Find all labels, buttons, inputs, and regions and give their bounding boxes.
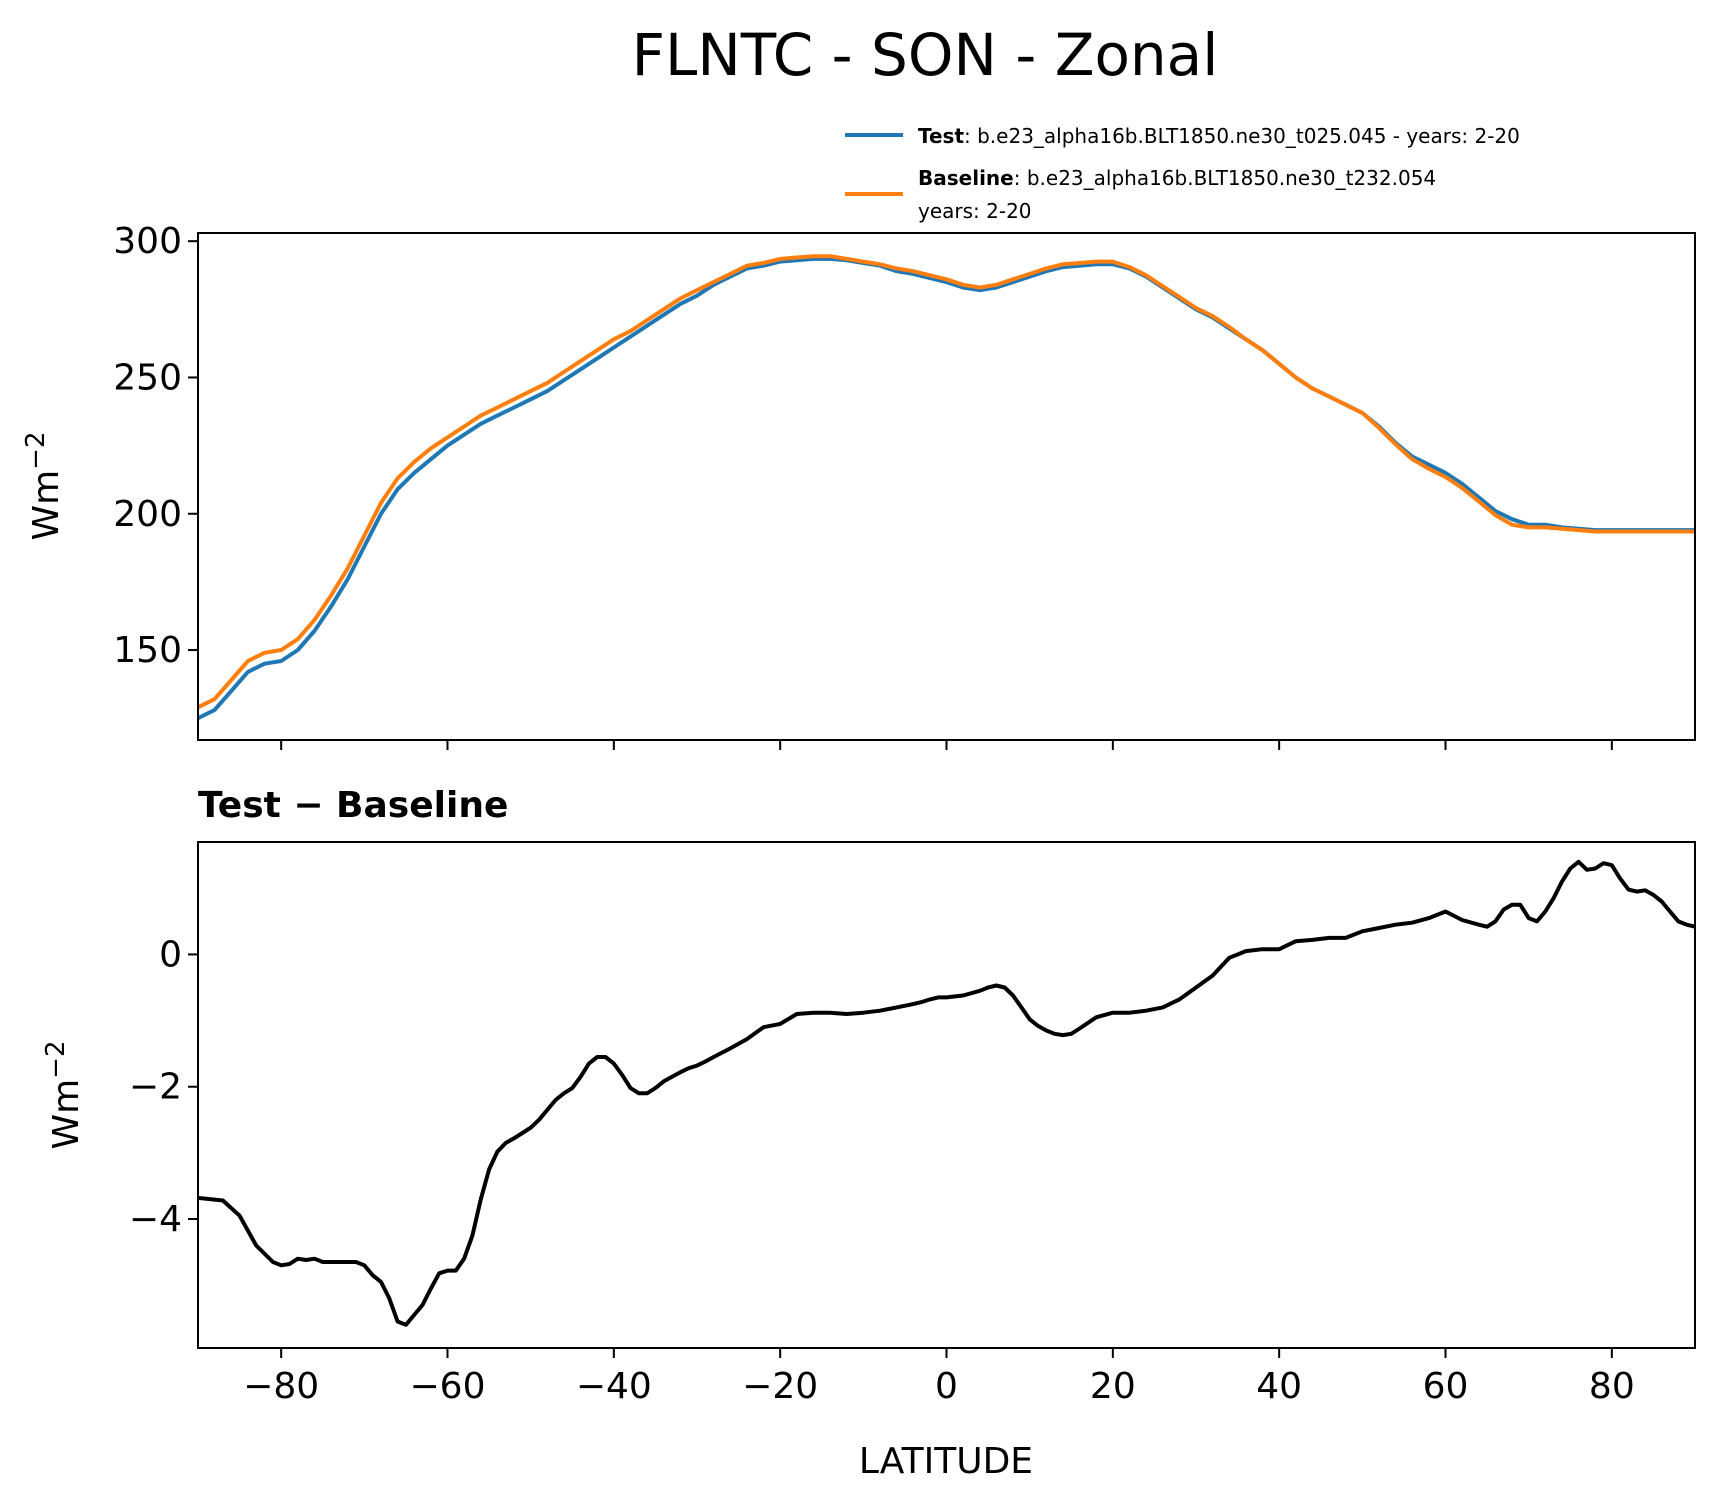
top-ylabel-text: Wm <box>26 470 67 541</box>
legend-baseline-label: Baseline: b.e23_alpha16b.BLT1850.ne30_t2… <box>918 166 1436 190</box>
bottom-x-ticks: −80 −60 −40 −20 0 20 40 60 80 <box>243 1348 1635 1407</box>
bottom-ylabel-sup: −2 <box>41 1041 71 1079</box>
top-x-ticks <box>280 740 1613 750</box>
y-tick-label: 0 <box>159 934 182 975</box>
top-ylabel: Wm−2 <box>21 432 67 541</box>
top-y-ticks: 150 200 250 300 <box>113 221 198 671</box>
y-tick-label: −2 <box>129 1067 182 1108</box>
legend-baseline-key: Baseline <box>918 166 1014 190</box>
bottom-axes-frame <box>197 841 1696 1349</box>
x-tick-label: −80 <box>243 1366 319 1407</box>
series-line-test <box>197 256 1695 720</box>
legend-baseline-line2: years: 2-20 <box>918 199 1032 223</box>
y-tick-label: 200 <box>113 494 182 535</box>
bottom-panel: Test − Baseline −4−20 −80 −60 −40 −20 0 20 40 6… <box>41 785 1696 1482</box>
bottom-ylabel-text: Wm <box>46 1079 87 1150</box>
legend: Test: b.e23_alpha16b.BLT1850.ne30_t025.0… <box>845 124 1520 223</box>
figure-title: FLNTC - SON - Zonal <box>632 21 1219 89</box>
y-tick-label: 250 <box>113 357 182 398</box>
x-tick-label: −60 <box>410 1366 486 1407</box>
legend-test-key: Test <box>918 124 964 148</box>
y-tick-label: 300 <box>113 221 182 262</box>
x-tick-label: −20 <box>742 1366 818 1407</box>
x-tick-label: −40 <box>576 1366 652 1407</box>
legend-test-text: : b.e23_alpha16b.BLT1850.ne30_t025.045 -… <box>964 124 1520 148</box>
legend-test-label: Test: b.e23_alpha16b.BLT1850.ne30_t025.0… <box>918 124 1520 148</box>
bottom-xlabel: LATITUDE <box>859 1441 1033 1482</box>
x-tick-label: 60 <box>1423 1366 1469 1407</box>
series-line-difference <box>197 859 1696 1327</box>
bottom-ylabel: Wm−2 <box>41 1041 87 1150</box>
y-tick-label: 150 <box>113 630 182 671</box>
bottom-series-group <box>197 859 1696 1327</box>
top-ylabel-sup: −2 <box>21 432 51 470</box>
x-tick-label: 80 <box>1589 1366 1635 1407</box>
top-axes-frame <box>197 232 1696 741</box>
x-tick-label: 20 <box>1090 1366 1136 1407</box>
x-tick-label: 0 <box>935 1366 958 1407</box>
bottom-y-ticks: −4 −2 0 <box>129 934 198 1240</box>
top-series-group <box>197 254 1695 720</box>
series-line-baseline <box>197 254 1695 710</box>
x-tick-label: 40 <box>1256 1366 1302 1407</box>
bottom-panel-title: Test − Baseline <box>198 785 508 826</box>
legend-baseline-text: : b.e23_alpha16b.BLT1850.ne30_t232.054 <box>1014 166 1436 190</box>
top-panel: 150 200 250 300 Wm−2 <box>21 221 1696 750</box>
y-tick-label: −4 <box>129 1199 182 1240</box>
